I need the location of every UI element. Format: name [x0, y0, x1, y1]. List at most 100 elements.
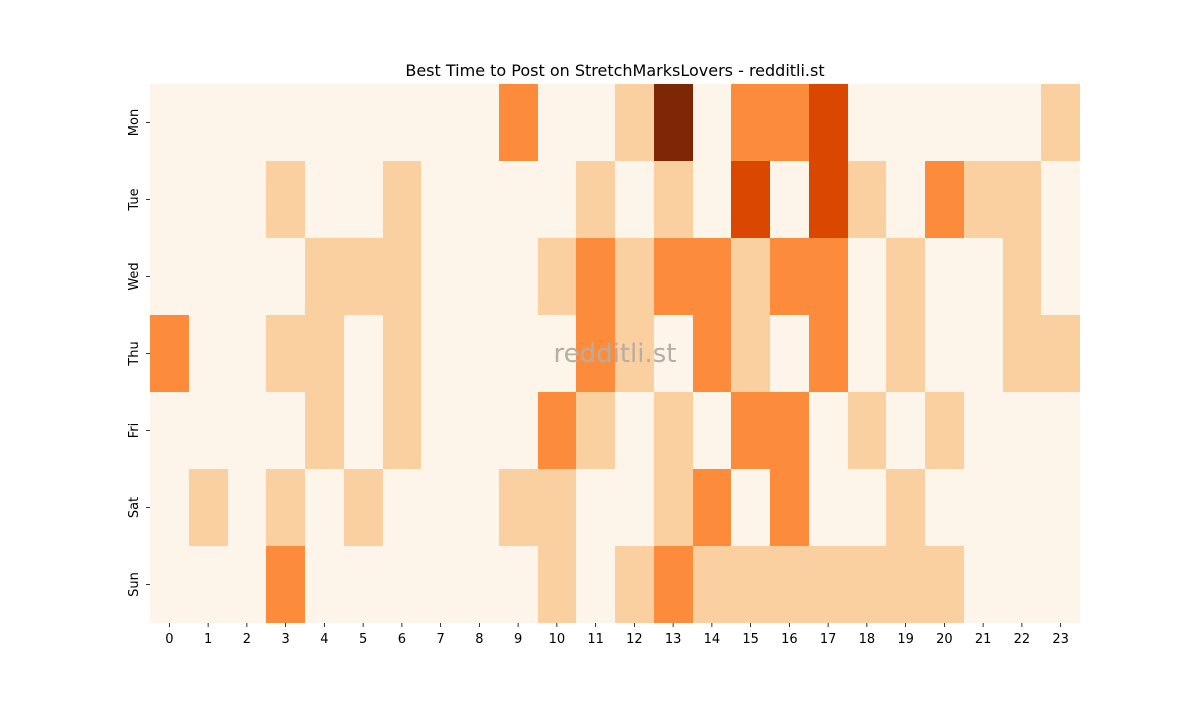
x-tick-label: 19 — [897, 632, 914, 647]
y-tick-label: Sun — [127, 572, 142, 597]
heatmap-cell-sun-9 — [499, 546, 538, 623]
heatmap-cell-tue-15 — [731, 161, 770, 238]
heatmap-cell-wed-19 — [886, 238, 925, 315]
heatmap-cell-wed-15 — [731, 238, 770, 315]
heatmap-cell-tue-12 — [615, 161, 654, 238]
heatmap-cell-sat-6 — [383, 469, 421, 546]
heatmap-cell-tue-3 — [266, 161, 305, 238]
x-tick-label: 0 — [165, 632, 173, 647]
heatmap-cell-thu-20 — [925, 315, 964, 392]
heatmap-cell-fri-22 — [1003, 392, 1041, 469]
x-tick-label: 3 — [281, 632, 289, 647]
heatmap-cell-thu-0 — [150, 315, 189, 392]
heatmap-cell-tue-1 — [189, 161, 228, 238]
x-tick-label: 15 — [742, 632, 759, 647]
heatmap-cell-fri-16 — [770, 392, 809, 469]
heatmap-cell-mon-7 — [421, 84, 460, 161]
heatmap-cell-wed-20 — [925, 238, 964, 315]
heatmap-cell-mon-1 — [189, 84, 228, 161]
heatmap-cell-thu-5 — [344, 315, 383, 392]
heatmap-cell-sun-13 — [654, 546, 693, 623]
heatmap-cell-sat-11 — [576, 469, 615, 546]
heatmap-cell-thu-23 — [1041, 315, 1080, 392]
heatmap-cell-sat-15 — [731, 469, 770, 546]
heatmap-cell-mon-13 — [654, 84, 693, 161]
heatmap-cell-wed-6 — [383, 238, 421, 315]
heatmap-cell-sun-16 — [770, 546, 809, 623]
heatmap-cell-sun-7 — [421, 546, 460, 623]
heatmap-cell-tue-14 — [693, 161, 731, 238]
heatmap-cell-mon-15 — [731, 84, 770, 161]
heatmap-cell-wed-13 — [654, 238, 693, 315]
heatmap-cell-tue-11 — [576, 161, 615, 238]
heatmap-cell-fri-12 — [615, 392, 654, 469]
heatmap-cell-thu-3 — [266, 315, 305, 392]
heatmap-cell-sun-6 — [383, 546, 421, 623]
x-tick-label: 12 — [626, 632, 643, 647]
heatmap-cell-tue-17 — [809, 161, 848, 238]
heatmap-cell-sun-15 — [731, 546, 770, 623]
y-tick-label: Thu — [127, 341, 142, 366]
heatmap-cell-sat-7 — [421, 469, 460, 546]
heatmap-cell-sat-17 — [809, 469, 848, 546]
heatmap-cell-sun-18 — [848, 546, 886, 623]
heatmap-cell-mon-22 — [1003, 84, 1041, 161]
heatmap-cell-fri-3 — [266, 392, 305, 469]
heatmap-cell-sat-12 — [615, 469, 654, 546]
heatmap-cell-mon-11 — [576, 84, 615, 161]
heatmap-cell-wed-7 — [421, 238, 460, 315]
x-tick-label: 21 — [975, 632, 992, 647]
heatmap-cell-tue-5 — [344, 161, 383, 238]
heatmap-cell-sat-1 — [189, 469, 228, 546]
heatmap-cell-mon-6 — [383, 84, 421, 161]
heatmap-cell-fri-4 — [305, 392, 344, 469]
x-tick-label: 23 — [1052, 632, 1069, 647]
heatmap-cell-sat-13 — [654, 469, 693, 546]
heatmap-cell-fri-19 — [886, 392, 925, 469]
heatmap-cell-tue-4 — [305, 161, 344, 238]
x-tick-label: 4 — [320, 632, 328, 647]
heatmap-cell-thu-14 — [693, 315, 731, 392]
heatmap-cell-sat-22 — [1003, 469, 1041, 546]
heatmap-cell-mon-23 — [1041, 84, 1080, 161]
heatmap-cell-mon-12 — [615, 84, 654, 161]
heatmap-cell-sun-11 — [576, 546, 615, 623]
heatmap-cell-fri-6 — [383, 392, 421, 469]
heatmap-cell-sat-5 — [344, 469, 383, 546]
heatmap-cell-thu-16 — [770, 315, 809, 392]
heatmap-cell-thu-4 — [305, 315, 344, 392]
heatmap-cell-fri-2 — [228, 392, 266, 469]
heatmap-cell-tue-2 — [228, 161, 266, 238]
heatmap-cell-sun-4 — [305, 546, 344, 623]
heatmap-cell-thu-15 — [731, 315, 770, 392]
x-tick-label: 5 — [359, 632, 367, 647]
heatmap-cell-tue-6 — [383, 161, 421, 238]
heatmap-cell-fri-7 — [421, 392, 460, 469]
heatmap-cell-fri-8 — [460, 392, 499, 469]
heatmap-cell-fri-10 — [538, 392, 576, 469]
y-tick-label: Wed — [127, 262, 142, 290]
watermark-text: redditli.st — [554, 339, 677, 369]
heatmap-cell-mon-9 — [499, 84, 538, 161]
heatmap-cell-mon-3 — [266, 84, 305, 161]
heatmap-cell-sun-17 — [809, 546, 848, 623]
y-axis-ticks: Mon Tue Wed Thu Fri Sat Sun — [127, 109, 150, 597]
heatmap-cell-sun-12 — [615, 546, 654, 623]
heatmap-cell-mon-21 — [964, 84, 1003, 161]
heatmap-cell-sun-0 — [150, 546, 189, 623]
heatmap-cell-fri-18 — [848, 392, 886, 469]
heatmap-cell-wed-8 — [460, 238, 499, 315]
heatmap-cell-tue-18 — [848, 161, 886, 238]
x-tick-label: 6 — [398, 632, 406, 647]
heatmap-cell-fri-17 — [809, 392, 848, 469]
heatmap-cell-fri-9 — [499, 392, 538, 469]
heatmap-cell-tue-19 — [886, 161, 925, 238]
x-tick-label: 22 — [1014, 632, 1031, 647]
heatmap-cell-tue-21 — [964, 161, 1003, 238]
heatmap-cell-tue-0 — [150, 161, 189, 238]
heatmap-cell-mon-0 — [150, 84, 189, 161]
heatmap-cell-sun-1 — [189, 546, 228, 623]
heatmap-cell-fri-1 — [189, 392, 228, 469]
heatmap-cell-wed-1 — [189, 238, 228, 315]
